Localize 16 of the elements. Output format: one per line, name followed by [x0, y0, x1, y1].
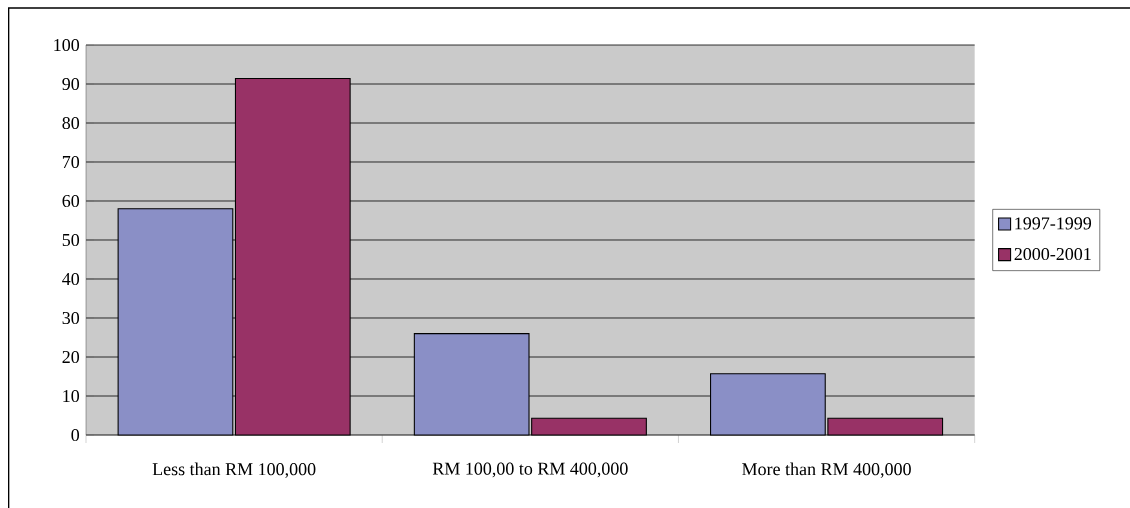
x-tick-label: RM 100,00 to RM 400,000 [432, 462, 628, 478]
x-tick-label: Less than RM 100,000 [152, 462, 316, 478]
y-tick-label: 10 [63, 389, 80, 403]
y-tick-label: 100 [54, 38, 80, 52]
x-tick-label: More than RM 400,000 [742, 462, 911, 478]
y-tick-label: 40 [62, 272, 80, 286]
y-tick-label: 30 [62, 311, 80, 325]
legend-label: 1997-1999 [1015, 217, 1092, 230]
y-tick-label: 90 [62, 77, 80, 91]
y-tick-label: 20 [62, 350, 80, 364]
y-tick-label: 0 [71, 428, 80, 442]
y-tick-label: 70 [62, 155, 80, 169]
legend-label: 2000-2001 [1014, 247, 1091, 261]
y-tick-label: 80 [62, 116, 80, 130]
y-tick-label: 60 [62, 194, 80, 208]
y-tick-label: 50 [62, 233, 80, 247]
